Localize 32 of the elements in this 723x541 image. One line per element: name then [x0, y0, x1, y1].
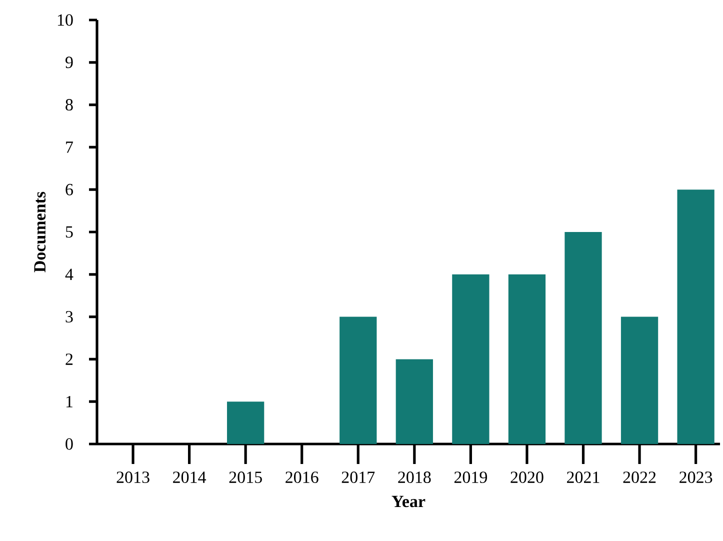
x-tick-label: 2023	[680, 472, 712, 484]
y-tick-label: 9	[66, 56, 73, 68]
bar	[677, 190, 714, 444]
y-tick-label: 3	[66, 311, 73, 323]
x-tick-label: 2015	[229, 472, 262, 484]
y-tick-label: 4	[65, 268, 74, 280]
x-tick-label: 2020	[510, 472, 544, 484]
x-tick-label: 2019	[454, 472, 487, 484]
x-tick-label: 2013	[116, 472, 150, 484]
y-axis-title: Documents	[34, 192, 46, 272]
y-tick-label: 8	[66, 99, 73, 111]
bar	[452, 274, 490, 444]
x-tick-label: 2018	[398, 472, 431, 484]
x-tick-label: 2016	[286, 472, 318, 484]
y-tick-label: 2	[66, 354, 73, 365]
bar	[396, 359, 433, 444]
bar	[508, 274, 546, 444]
y-tick-label: 5	[66, 226, 73, 238]
x-tick-label: 2014	[173, 472, 206, 484]
bar	[227, 402, 264, 444]
bar	[620, 316, 658, 444]
y-tick-label: 10	[58, 14, 73, 26]
y-tick-label: 0	[66, 438, 73, 450]
y-tick-label: 7	[66, 142, 73, 153]
bar	[340, 316, 377, 444]
x-tick-label: 2022	[623, 472, 656, 484]
bar	[564, 232, 602, 444]
y-tick-label: 1	[66, 396, 72, 408]
x-axis-title: Year	[392, 496, 426, 508]
x-tick-label: 2021	[567, 472, 600, 484]
x-tick-label: 2017	[342, 472, 375, 484]
y-tick-label: 6	[66, 184, 73, 196]
